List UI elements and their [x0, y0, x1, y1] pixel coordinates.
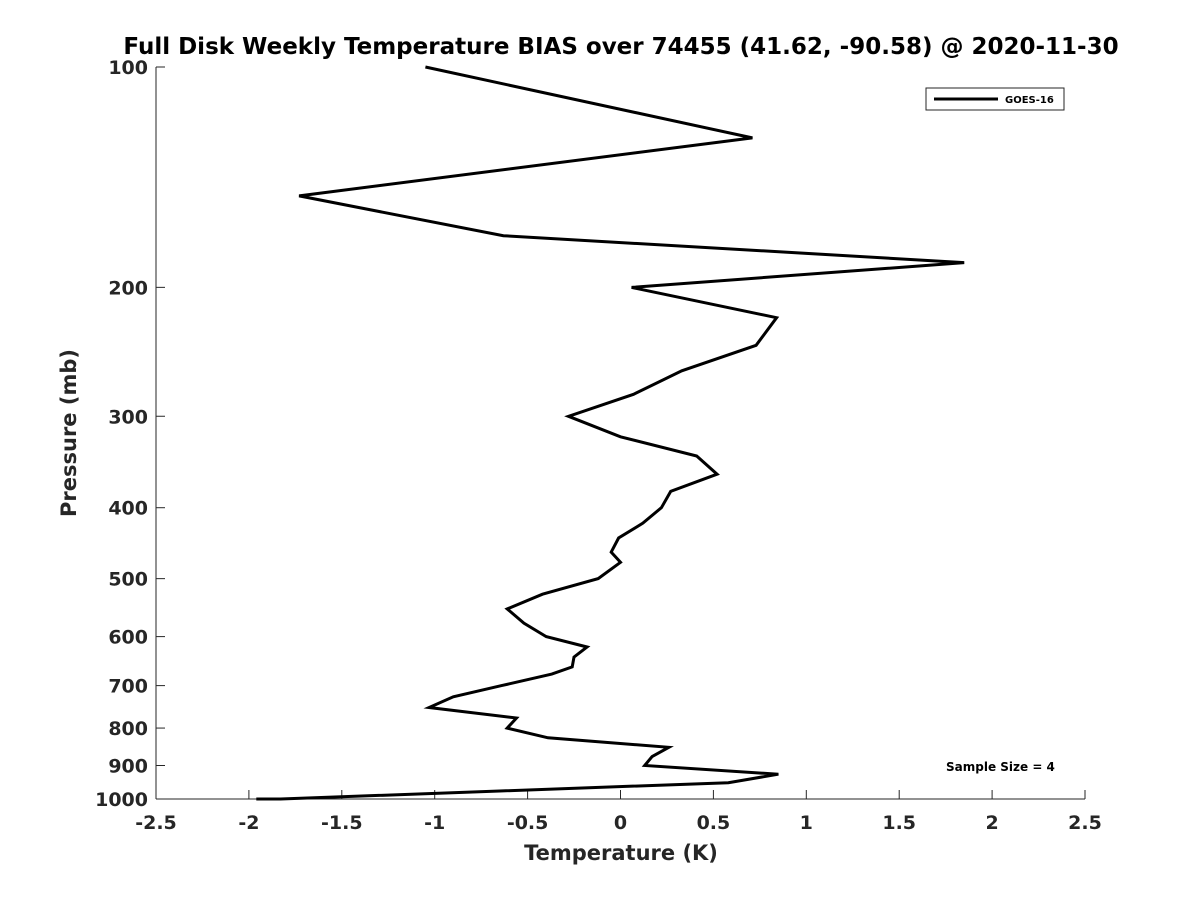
- y-axis-label: Pressure (mb): [57, 349, 81, 517]
- series-group: [256, 65, 965, 801]
- x-tick-label: 0: [614, 812, 627, 834]
- x-tick-label: -2: [238, 812, 259, 834]
- y-tick-label: 1000: [95, 789, 148, 811]
- sample-size-annotation: Sample Size = 4: [946, 760, 1055, 774]
- y-tick-label: 600: [108, 627, 148, 649]
- y-tick-label: 200: [108, 277, 148, 299]
- y-axis-ticks: 100 200 300 400 500 600 700 800 900 1000: [95, 57, 165, 811]
- x-tick-label: 1: [800, 812, 813, 834]
- x-axis-label: Temperature (K): [524, 841, 718, 865]
- x-tick-label: 2.5: [1068, 812, 1102, 834]
- x-tick-label: -2.5: [135, 812, 177, 834]
- series-line-goes16: [256, 65, 965, 801]
- y-tick-label: 500: [108, 569, 148, 591]
- y-tick-label: 800: [108, 718, 148, 740]
- x-tick-label: 0.5: [697, 812, 731, 834]
- x-tick-label: -0.5: [507, 812, 549, 834]
- y-tick-label: 900: [108, 756, 148, 778]
- x-tick-label: -1.5: [321, 812, 363, 834]
- y-tick-label: 700: [108, 676, 148, 698]
- chart-title: Full Disk Weekly Temperature BIAS over 7…: [123, 34, 1118, 60]
- x-axis-ticks: -2.5 -2 -1.5 -1 -0.5 0 0.5 1 1.5 2 2.5: [135, 790, 1102, 834]
- legend-label-goes16: GOES-16: [1005, 95, 1054, 106]
- x-tick-label: 1.5: [882, 812, 916, 834]
- y-tick-label: 100: [108, 57, 148, 79]
- x-tick-label: -1: [424, 812, 445, 834]
- plot-background: [156, 67, 1085, 799]
- legend: GOES-16: [925, 87, 1065, 111]
- plot-area: [155, 67, 1085, 800]
- y-tick-label: 300: [108, 406, 148, 428]
- y-tick-label: 400: [108, 498, 148, 520]
- x-tick-label: 2: [985, 812, 998, 834]
